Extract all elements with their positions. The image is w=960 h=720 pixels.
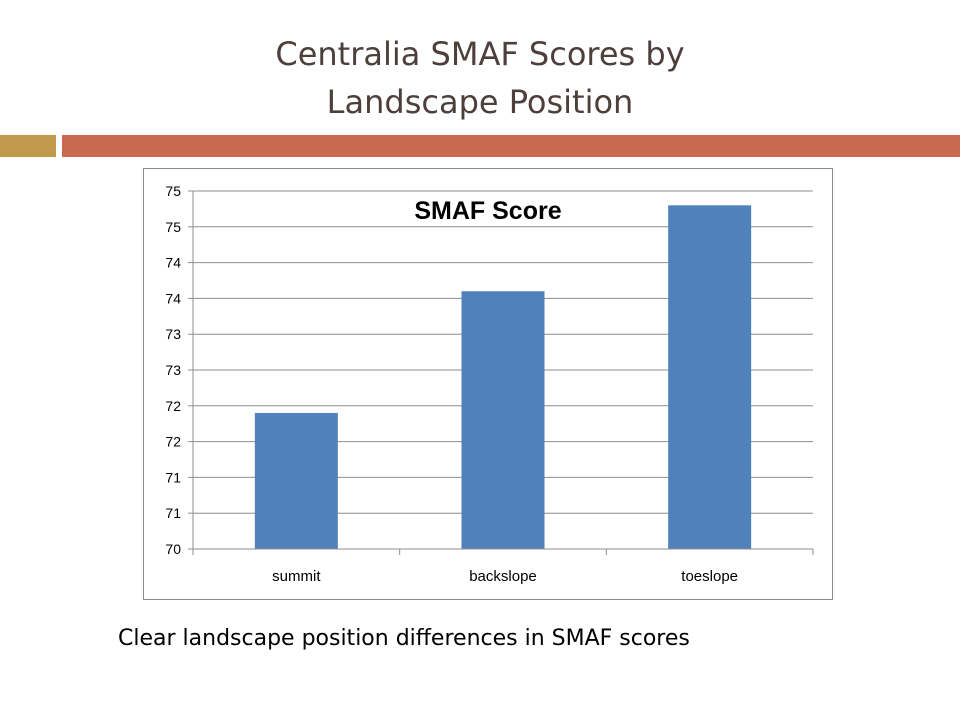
slide-title-line-2: Landscape Position [326,83,634,121]
y-tick-label: 73 [165,326,181,342]
bar-toeslope [668,205,752,549]
y-tick-label: 74 [165,255,181,271]
bar-chart: 70 71 71 72 72 73 73 74 74 75 75 summit backslope to… [165,183,814,585]
y-tick-label: 71 [165,469,181,485]
bar-summit [254,412,338,549]
y-tick-label: 75 [165,219,181,235]
y-tick-label: 75 [165,183,181,199]
x-tick-label: summit [272,568,321,585]
y-tick-label: 71 [165,505,181,521]
chart-frame: 70 71 71 72 72 73 73 74 74 75 75 summit backslope to… [143,168,833,600]
x-axis-ticks: summit backslope toeslope [192,549,814,585]
x-tick-label: toeslope [681,568,738,585]
axes [192,191,813,550]
accent-bar-left [0,135,56,157]
y-tick-label: 74 [165,290,181,306]
slide-title-line-1: Centralia SMAF Scores by [275,35,685,73]
y-axis-ticks: 70 71 71 72 72 73 73 74 74 75 75 [165,183,193,557]
bars [254,205,752,549]
slide-caption: Clear landscape position differences in … [118,626,690,651]
chart-title: SMAF Score [414,197,561,225]
bar-backslope [461,291,545,549]
accent-bar-right [62,135,960,157]
y-tick-label: 72 [165,434,181,450]
slide-title: Centralia SMAF Scores by Landscape Posit… [0,30,960,126]
y-tick-label: 73 [165,362,181,378]
x-tick-label: backslope [469,568,537,585]
y-tick-label: 70 [165,541,181,557]
y-tick-label: 72 [165,398,181,414]
